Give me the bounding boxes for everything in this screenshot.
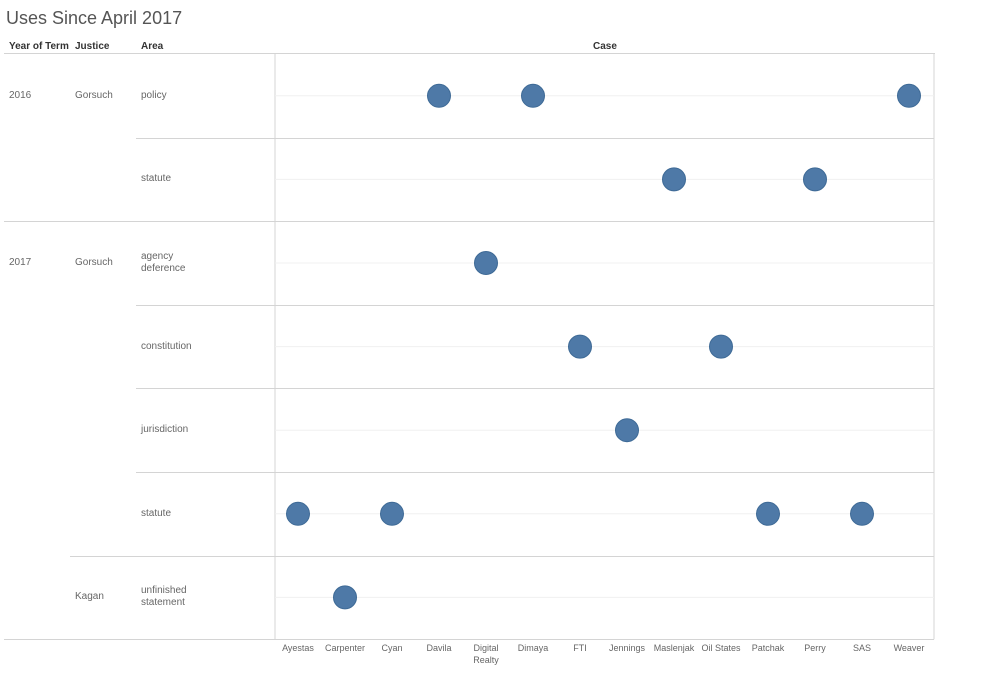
row-area-label: policy [141,89,167,101]
row-area-label: agency deference [141,251,186,274]
data-point [427,83,451,108]
header-case: Case [593,41,617,52]
row-justice-label: Gorsuch [75,89,113,101]
data-point [380,501,404,526]
row-area-label: statute [141,173,172,185]
x-tick-label: SAS [853,643,871,653]
row-area-label: jurisdiction [141,424,189,436]
x-tick-label: Oil States [701,643,741,653]
x-tick-label: Patchak [752,643,785,653]
data-point [474,251,498,275]
row-area-label: statute [141,507,172,519]
row-area-label: unfinished statement [141,585,187,609]
data-point [709,334,733,359]
x-tick-label: Perry [804,643,826,653]
data-point [897,83,921,108]
x-tick-label: Carpenter [325,643,365,653]
x-tick-label: Davila [426,643,451,653]
row-justice-label: Gorsuch [75,257,113,268]
x-tick-label: Digital Realty [473,643,499,665]
data-point [756,501,780,526]
row-year-label: 2017 [9,257,32,268]
header-rule [4,53,935,54]
x-tick-label: Cyan [381,643,402,653]
data-point [850,501,874,526]
grid-layer [4,54,935,640]
data-point [333,585,357,610]
header-area: Area [141,41,164,52]
x-tick-label: Jennings [609,643,646,653]
x-tick-label: Ayestas [282,643,314,653]
x-tick-label: Dimaya [518,643,549,653]
x-tick-label: Weaver [894,643,925,653]
marks-layer [286,83,921,610]
data-point [615,418,639,443]
data-point [803,167,827,192]
row-justice-label: Kagan [75,591,104,603]
x-tick-label: Maslenjak [654,643,695,653]
header-year-of-term: Year of Term [9,41,69,52]
data-point [286,501,310,526]
x-tick-labels: Ayestas Carpenter Cyan Davila Digital Realty D… [282,643,924,665]
x-tick-label: FTI [573,643,587,653]
row-area-label: constitution [141,340,192,352]
data-point [662,167,686,192]
row-year-label: 2016 [9,89,32,101]
chart-title: Uses Since April 2017 [6,8,183,28]
data-point [521,83,545,108]
data-point [568,334,592,359]
header-justice: Justice [75,41,110,52]
